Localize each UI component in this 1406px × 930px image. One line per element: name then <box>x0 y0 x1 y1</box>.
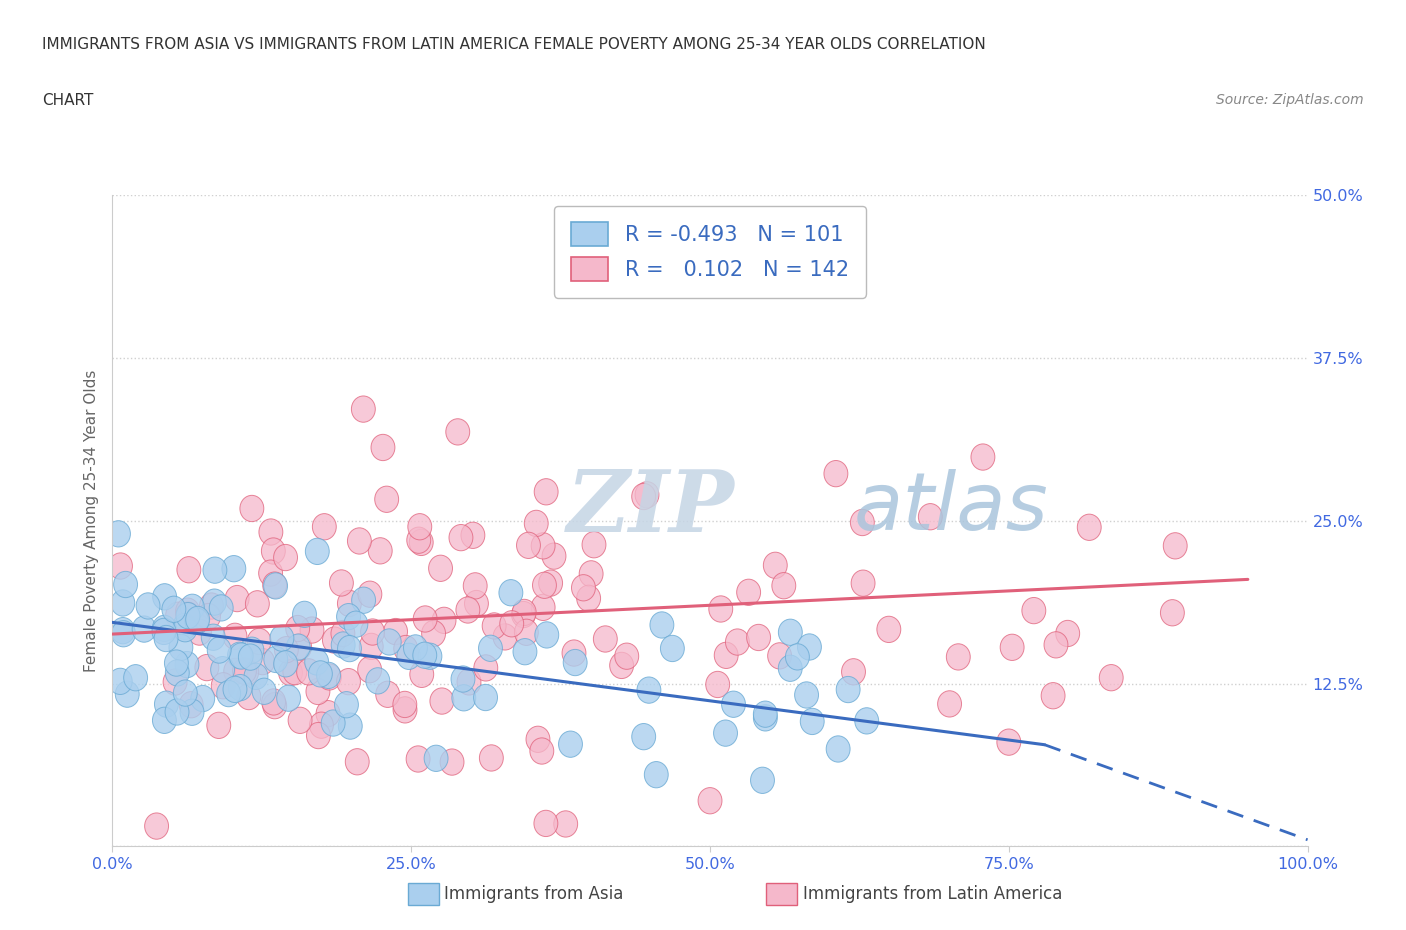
Text: ZIP: ZIP <box>567 466 734 550</box>
Text: IMMIGRANTS FROM ASIA VS IMMIGRANTS FROM LATIN AMERICA FEMALE POVERTY AMONG 25-34: IMMIGRANTS FROM ASIA VS IMMIGRANTS FROM … <box>42 37 986 52</box>
Y-axis label: Female Poverty Among 25-34 Year Olds: Female Poverty Among 25-34 Year Olds <box>83 369 98 672</box>
Text: atlas: atlas <box>853 469 1049 547</box>
Text: Source: ZipAtlas.com: Source: ZipAtlas.com <box>1216 93 1364 107</box>
Text: Immigrants from Asia: Immigrants from Asia <box>444 884 624 903</box>
Text: CHART: CHART <box>42 93 94 108</box>
Legend: R = -0.493   N = 101, R =   0.102   N = 142: R = -0.493 N = 101, R = 0.102 N = 142 <box>554 206 866 298</box>
Text: Immigrants from Latin America: Immigrants from Latin America <box>803 884 1062 903</box>
